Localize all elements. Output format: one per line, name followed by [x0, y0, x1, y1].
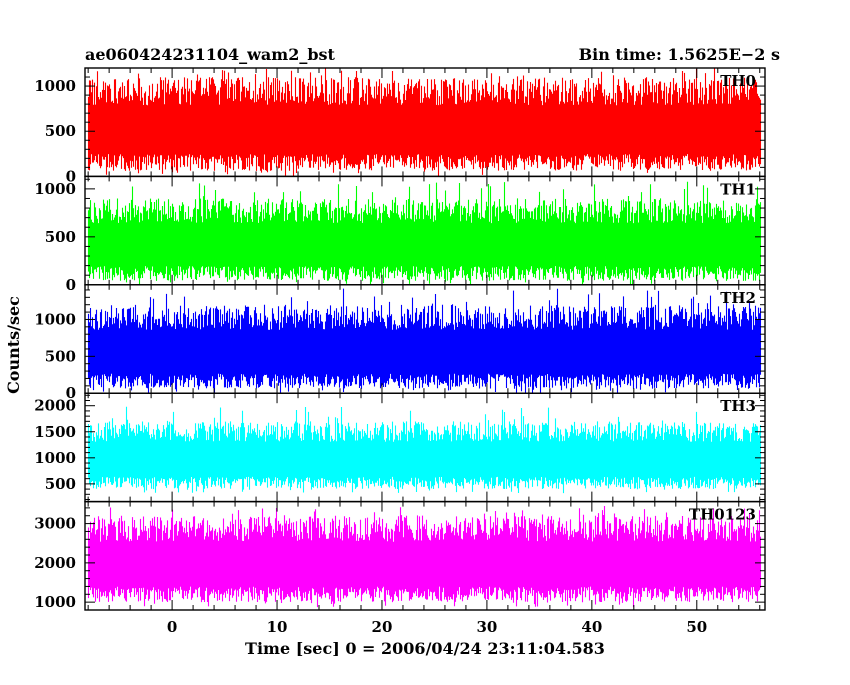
y-tick-label: 0 [66, 167, 76, 185]
panel-label: TH1 [720, 180, 756, 198]
y-tick-label: 500 [45, 347, 76, 365]
bin-time-label: Bin time: 1.5625E−2 s [579, 45, 780, 64]
panel-label: TH3 [720, 397, 756, 415]
series-th0-trace [87, 68, 762, 177]
series-th1-trace [87, 181, 762, 285]
x-tick-label: 20 [372, 618, 393, 636]
series-th0123-trace [87, 506, 762, 608]
panel-label: TH2 [720, 289, 756, 307]
panel-th0: 0 500 1000 TH0 [34, 67, 766, 185]
y-tick-label: 500 [45, 475, 76, 493]
y-tick-label: 1500 [34, 423, 76, 441]
panel-label: TH0 [720, 72, 756, 90]
y-tick-label: 500 [45, 122, 76, 140]
y-tick-label: 2000 [34, 554, 76, 572]
chart-title: ae060424231104_wam2_bst [85, 45, 336, 64]
y-tick-label: 0 [66, 384, 76, 402]
y-tick-label: 1000 [34, 310, 76, 328]
panel-th0123: 1000 2000 3000 TH0123 [34, 500, 766, 611]
y-axis-label: Counts/sec [4, 296, 23, 394]
x-tick-label: 50 [686, 618, 707, 636]
x-axis-label: Time [sec] 0 = 2006/04/24 23:11:04.583 [245, 639, 605, 658]
x-tick-label: 10 [267, 618, 288, 636]
y-tick-label: 1000 [34, 77, 76, 95]
y-tick-label: 3000 [34, 515, 76, 533]
y-tick-label: 0 [66, 276, 76, 294]
x-tick-label: 30 [476, 618, 497, 636]
y-tick-label: 500 [45, 228, 76, 246]
y-tick-label: 2000 [34, 397, 76, 415]
series-th2-trace [87, 288, 762, 394]
y-tick-label: 1000 [34, 180, 76, 198]
series-th3-trace [87, 406, 762, 494]
panel-th3: 500 1000 1500 2000 TH3 [34, 392, 766, 503]
panel-th1: 0 500 1000 TH1 [34, 175, 766, 294]
x-tick-label: 40 [581, 618, 602, 636]
x-tick-label: 0 [167, 618, 177, 636]
panel-frame [84, 500, 766, 611]
y-tick-label: 1000 [34, 593, 76, 611]
y-tick-label: 1000 [34, 449, 76, 467]
panel-th2: 0 500 1000 TH2 [34, 284, 766, 402]
panel-label: TH0123 [689, 506, 756, 524]
